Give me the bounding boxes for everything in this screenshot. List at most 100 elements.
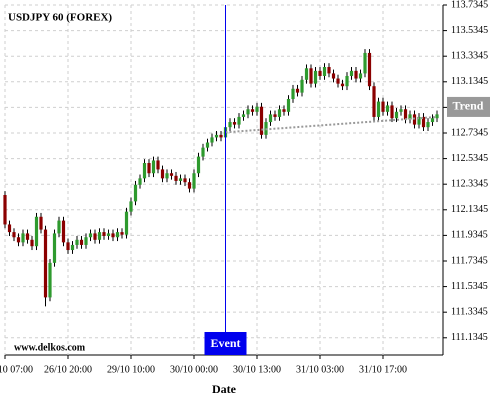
candle-body [228,122,232,128]
candle-body [169,173,174,176]
y-tick-label: 112.7345 [451,127,488,138]
candle-body [399,109,403,112]
candle-body [160,169,165,179]
candle-body [88,233,93,238]
candle-body [340,83,345,87]
candle-body [327,67,331,74]
candle-body [349,70,354,76]
y-tick-label: 111.7345 [451,255,488,266]
candle-body [237,116,241,125]
candle-body [295,88,300,93]
candle-body [246,109,250,115]
candle-body [57,220,61,234]
x-axis-label: Date [212,382,237,396]
candle-body [232,122,237,125]
y-tick-label: 111.9345 [451,230,488,241]
candle-body [142,163,147,179]
candle-body [259,106,264,135]
candle-body [210,137,214,143]
candle-body [331,73,336,79]
x-tick-label: 31/10 17:00 [359,364,407,375]
candle-body [52,233,57,263]
candle-body [250,109,255,112]
candle-body [25,233,30,240]
candle-body [75,239,79,245]
candle-body [201,147,205,157]
candle-body [102,232,106,236]
candle-body [138,178,142,185]
candle-body [21,233,25,243]
candle-body [291,88,295,100]
candle-body [300,79,304,93]
candle-body [133,184,138,202]
candle-body [336,78,340,84]
candle-body [174,175,178,181]
candle-body [394,111,399,119]
y-tick-label: 113.3345 [451,50,488,61]
candle-body [178,178,183,181]
candle-body [30,239,34,247]
candle-body [426,122,430,128]
y-tick-label: 111.3345 [451,306,488,317]
candle-body [390,105,394,119]
candle-body [286,99,291,112]
candle-body [381,101,385,112]
candle-body [187,182,192,189]
candle-body [84,237,88,245]
candle-body [354,70,358,79]
candle-body [421,116,426,128]
candle-body [115,232,120,238]
y-tick-label: 111.1345 [451,332,488,343]
trend-label: Trend [453,99,484,113]
candle-body [376,101,381,117]
candle-body [129,201,133,212]
candle-body [282,109,286,112]
trend-label-box [447,96,490,117]
candle-body [165,173,169,179]
y-tick-label: 112.5345 [451,153,488,164]
candle-body [367,52,372,87]
candle-body [66,242,70,251]
y-tick-label: 112.3345 [451,178,488,189]
watermark: www.delkos.com [14,342,86,353]
candle-body [345,75,349,87]
candle-body [385,105,390,112]
candle-body [255,106,259,112]
candle-body [313,70,318,84]
chart-title: USDJPY 60 (FOREX) [8,12,112,24]
x-tick-label: 30/10 00:00 [170,364,218,375]
candle-body [430,118,435,123]
candle-body [372,86,376,117]
candle-body [111,233,115,238]
candle-body [192,173,196,189]
x-tick-label: 31/10 03:00 [296,364,344,375]
x-tick-label: 26/10 20:00 [44,364,92,375]
x-tick-label: 10 07:00 [0,364,33,375]
candle-body [277,109,282,117]
candle-body [273,114,277,117]
candle-body [97,232,102,240]
candle-body [12,232,16,238]
candle-body [196,156,201,174]
candle-body [214,134,219,138]
candle-body [43,229,48,298]
event-label: Event [211,336,241,350]
candle-body [39,216,43,230]
candle-body [16,237,21,243]
candle-body [304,68,309,80]
candle-body [151,160,156,174]
candle-body [358,73,363,79]
candle-body [124,211,129,235]
y-tick-label: 112.1345 [451,204,488,215]
candle-body [3,195,7,225]
candle-body [93,233,97,240]
candle-body [34,216,39,247]
candle-body [309,68,313,84]
candle-body [403,109,408,120]
candle-body [7,224,12,233]
event-label-box [204,332,247,355]
candle-body [318,70,322,76]
candle-body [322,67,327,76]
